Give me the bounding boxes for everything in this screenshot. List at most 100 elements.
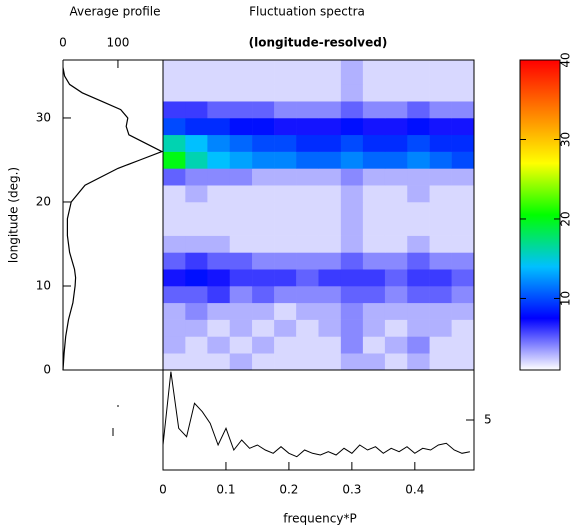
heatmap-cell (362, 151, 386, 169)
heatmap-cell (318, 201, 342, 220)
heatmap-cell (384, 185, 408, 203)
heatmap-cell (362, 201, 386, 220)
heatmap-cell (207, 117, 231, 136)
heatmap-cell (429, 319, 452, 337)
heatmap-cell (340, 302, 364, 320)
y-tick-label: 10 (36, 278, 51, 292)
heatmap-cell (362, 60, 386, 85)
heatmap-cell (163, 60, 186, 85)
heatmap-cell (185, 302, 208, 320)
heatmap-cell (407, 101, 430, 119)
heatmap-cell (185, 84, 208, 102)
heatmap-cell (407, 285, 430, 304)
heatmap-cell (407, 151, 430, 169)
heatmap-cell (296, 117, 319, 136)
heatmap-cell (340, 218, 364, 236)
heatmap-cell (340, 353, 364, 371)
heatmap-cell (163, 168, 186, 186)
heatmap-cell (296, 302, 319, 320)
heatmap-cell (340, 60, 364, 85)
heatmap-cell (229, 134, 253, 152)
colorbar-tick-label: 20 (559, 211, 573, 226)
heatmap-cell (163, 101, 186, 119)
heatmap-cell (429, 101, 452, 119)
heatmap-cell (407, 117, 430, 136)
heatmap-cell (318, 168, 342, 186)
heatmap-cell (296, 319, 319, 337)
heatmap-cell (185, 134, 208, 152)
heatmap-cell (163, 84, 186, 102)
heatmap-cell (274, 60, 297, 85)
heatmap-cell (274, 285, 297, 304)
heatmap-cell (318, 302, 342, 320)
spectrum-line (162, 371, 470, 458)
heatmap-cell (384, 285, 408, 304)
heatmap-cell (340, 319, 364, 337)
heatmap-cell (451, 252, 475, 270)
heatmap-cell (274, 319, 297, 337)
heatmap-cell (207, 319, 231, 337)
heatmap-cell (362, 218, 386, 236)
heatmap-cell (274, 336, 297, 354)
heatmap-cell (429, 353, 452, 371)
y-tick-label: 30 (36, 110, 51, 124)
colorbar (519, 59, 561, 371)
heatmap-cell (252, 168, 275, 186)
heatmap-cell (296, 285, 319, 304)
heatmap-cell (185, 151, 208, 169)
heatmap-cell (384, 101, 408, 119)
heatmap-cell (229, 117, 253, 136)
heatmap-cell (207, 201, 231, 220)
heatmap-cell (340, 269, 364, 287)
heatmap-cell (362, 302, 386, 320)
heatmap-cell (296, 218, 319, 236)
colorbar-tick-label: 40 (559, 52, 573, 67)
heatmap-cell (163, 319, 186, 337)
heatmap-cell (296, 134, 319, 152)
x-axis-label: frequency*P (283, 512, 356, 526)
heatmap-cell (163, 302, 186, 320)
heatmap-cell (340, 336, 364, 354)
heatmap-cell (296, 101, 319, 119)
heatmap-cell (318, 185, 342, 203)
heatmap-cell (252, 336, 275, 354)
heatmap-cell (274, 168, 297, 186)
heatmap-cell (252, 101, 275, 119)
heatmap-cell (384, 269, 408, 287)
heatmap-cell (163, 235, 186, 253)
heatmap-cell (451, 201, 475, 220)
heatmap-cell (252, 353, 275, 371)
heatmap-cell (207, 60, 231, 85)
heatmap-cell (340, 185, 364, 203)
heatmap-cell (340, 134, 364, 152)
heatmap-cell (407, 185, 430, 203)
heatmap-cell (207, 252, 231, 270)
y-tick-label: 5 (484, 413, 492, 427)
x-tick-label: 100 (106, 36, 129, 50)
heatmap-cell (229, 84, 253, 102)
heatmap-cell (340, 151, 364, 169)
heatmap-cell (362, 185, 386, 203)
heatmap-cell (340, 101, 364, 119)
heatmap-cell (207, 285, 231, 304)
heatmap-cell (274, 353, 297, 371)
heatmap-cell (429, 117, 452, 136)
heatmap-cell (274, 101, 297, 119)
heatmap-cell (274, 134, 297, 152)
heatmap-cell (274, 252, 297, 270)
heatmap-cell (407, 60, 430, 85)
heatmap-cell (252, 60, 275, 85)
heatmap-cell (252, 285, 275, 304)
heatmap-cell (407, 84, 430, 102)
heatmap-cell (207, 168, 231, 186)
heatmap-cell (229, 252, 253, 270)
heatmap-cell (229, 319, 253, 337)
heatmap-cell (207, 151, 231, 169)
heatmap-cell (274, 235, 297, 253)
heatmap-cell (362, 235, 386, 253)
heatmap-cell (229, 235, 253, 253)
heatmap-cell (407, 269, 430, 287)
heatmap-cell (185, 101, 208, 119)
heatmap-cell (407, 168, 430, 186)
heatmap-cell (451, 134, 475, 152)
